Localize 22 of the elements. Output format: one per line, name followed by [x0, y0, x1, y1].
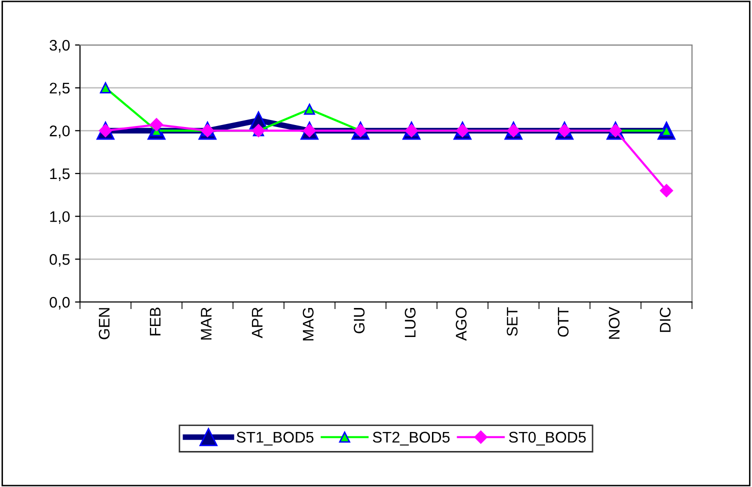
- y-tick-label: 2,5: [50, 82, 70, 96]
- x-tick-label: FEB: [150, 308, 160, 336]
- y-tick-label: 1,5: [50, 168, 70, 181]
- x-tick-label: AGO: [456, 308, 467, 341]
- x-tick-label: APR: [252, 308, 262, 338]
- legend-label: ST2_BOD5: [372, 432, 450, 446]
- x-tick-label: DIC: [660, 307, 671, 332]
- legend-label: ST1_BOD5: [236, 432, 314, 446]
- legend-label: ST0_BOD5: [509, 432, 586, 446]
- x-tick-label: MAG: [302, 308, 314, 340]
- y-tick-label: 0,0: [50, 296, 70, 310]
- x-tick-label: OTT: [558, 307, 569, 337]
- y-tick-label: 2,0: [50, 126, 70, 138]
- y-tick-label: 0,5: [50, 254, 70, 267]
- y-tick-label: 1,0: [50, 211, 70, 224]
- y-tick-label: 3,0: [50, 40, 70, 52]
- x-tick-label: NOV: [608, 306, 620, 339]
- x-tick-label: GIU: [354, 308, 365, 334]
- x-tick-label: GEN: [98, 308, 110, 340]
- x-tick-label: SET: [506, 307, 518, 336]
- x-tick-label: MAR: [200, 308, 212, 340]
- x-tick-label: LUG: [404, 308, 416, 338]
